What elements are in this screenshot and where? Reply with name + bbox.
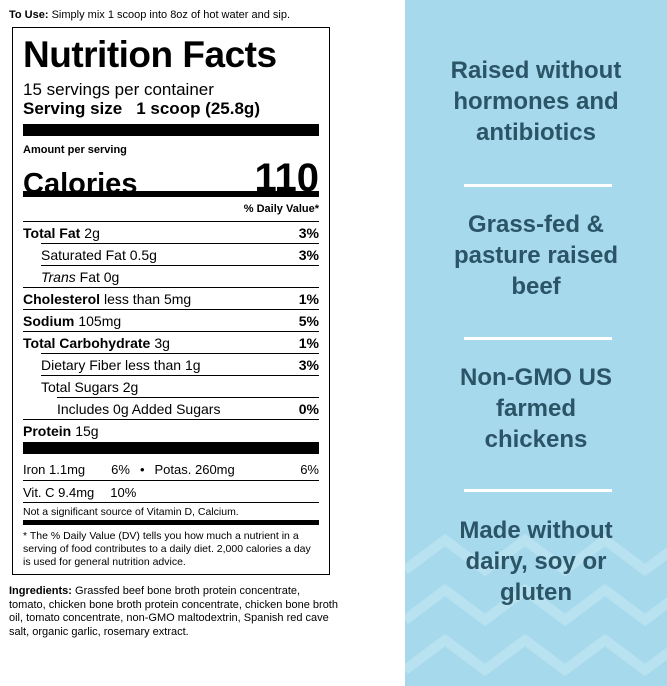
footnote: * The % Daily Value (DV) tells you how m…	[23, 530, 311, 568]
not-significant: Not a significant source of Vitamin D, C…	[23, 506, 239, 518]
claim-line: Made without	[459, 517, 613, 544]
separator	[464, 337, 612, 340]
claim: Made without dairy, soy or gluten	[405, 515, 667, 608]
usage-text: Simply mix 1 scoop into 8oz of hot water…	[51, 9, 291, 21]
vitc-dv: 10%	[110, 484, 137, 500]
claim: Raised without hormones and antibiotics	[405, 55, 667, 148]
nutrient: Cholesterol	[23, 291, 101, 307]
serving-size-value: 1 scoop (25.8g)	[136, 99, 260, 118]
row: Trans Fat 0g	[41, 265, 319, 288]
nutrient: Total Carbohydrate	[23, 335, 151, 351]
row: Not a significant source of Vitamin D, C…	[23, 502, 319, 521]
amount: 15g	[75, 423, 99, 439]
row: Protein 15g	[23, 419, 319, 442]
dv-header: % Daily Value*	[243, 203, 319, 215]
claim-line: hormones and	[453, 88, 619, 115]
dv: 3%	[298, 225, 319, 241]
claim-line: chickens	[484, 426, 588, 453]
iron: Iron 1.1mg	[23, 461, 86, 477]
claim-line: pasture raised	[453, 242, 619, 269]
dv: 0%	[298, 401, 319, 417]
row: Iron 1.1mg 6% • Potas. 260mg 6%	[23, 458, 319, 480]
dv: 1%	[298, 291, 319, 307]
thick-rule	[23, 124, 319, 136]
claim: Grass-fed & pasture raised beef	[405, 209, 667, 302]
amount: Fat 0g	[79, 269, 120, 285]
claim-line: Grass-fed &	[467, 211, 605, 238]
nutrient: Includes 0g Added Sugars	[57, 401, 221, 417]
amount: 105mg	[78, 313, 122, 329]
amount: less than 5mg	[104, 291, 192, 307]
nutrient: Saturated Fat 0.5g	[41, 247, 157, 263]
serving-size: Serving size 1 scoop (25.8g)	[23, 99, 319, 119]
amount: 2g	[84, 225, 100, 241]
medium-rule	[23, 191, 319, 197]
potassium: Potas. 260mg	[154, 461, 235, 477]
dv: 5%	[298, 313, 319, 329]
label-title: Nutrition Facts	[23, 34, 277, 75]
row: Saturated Fat 0.5g 3%	[41, 243, 319, 266]
servings: 15 servings per container	[23, 80, 214, 99]
claim-line: gluten	[500, 579, 572, 606]
amount: 3g	[154, 335, 170, 351]
claim-line: Raised without	[450, 57, 622, 84]
nutrient: Dietary Fiber less than 1g	[41, 357, 201, 373]
row: Cholesterol less than 5mg 1%	[23, 287, 319, 310]
row: Includes 0g Added Sugars 0%	[57, 397, 319, 420]
bullet: •	[139, 461, 145, 477]
row: Dietary Fiber less than 1g 3%	[41, 353, 319, 376]
nutrition-label: Nutrition Facts 15 servings per containe…	[12, 27, 330, 575]
row: Total Sugars 2g	[41, 375, 319, 398]
serving-size-label: Serving size	[23, 99, 123, 118]
dv: 1%	[298, 335, 319, 351]
separator	[464, 489, 612, 492]
claim: Non-GMO US farmed chickens	[405, 362, 667, 455]
row: Sodium 105mg 5%	[23, 309, 319, 332]
medium-rule	[23, 520, 319, 525]
thick-rule	[23, 442, 319, 454]
claims-panel: Raised without hormones and antibiotics Gra…	[405, 0, 667, 686]
nutrient: Total Fat	[23, 225, 81, 241]
nutrient: Trans	[41, 269, 76, 285]
nutrient: Protein	[23, 423, 72, 439]
nutrient: Total Sugars 2g	[41, 379, 139, 395]
amount-per-serving: Amount per serving	[23, 144, 127, 156]
claim-line: dairy, soy or	[465, 548, 607, 575]
claim-line: beef	[511, 273, 561, 300]
iron-dv: 6%	[111, 461, 130, 477]
ingredients-text: Grassfed beef bone broth protein concent…	[9, 585, 338, 638]
usage-label: To Use:	[9, 9, 49, 21]
potassium-dv: 6%	[300, 461, 319, 477]
row: Vit. C 9.4mg 10%	[23, 480, 319, 503]
chevron-pattern	[405, 533, 667, 677]
separator	[464, 184, 612, 187]
ingredients-label: Ingredients:	[9, 585, 72, 597]
claim-line: Non-GMO US	[460, 364, 612, 391]
ingredients: Ingredients: Grassfed beef bone broth pr…	[9, 585, 339, 639]
claim-line: farmed	[495, 395, 577, 422]
usage: To Use: Simply mix 1 scoop into 8oz of h…	[9, 9, 290, 21]
nutrient: Sodium	[23, 313, 75, 329]
dv: 3%	[298, 357, 319, 373]
row: Total Carbohydrate 3g 1%	[23, 331, 319, 354]
row: Total Fat 2g 3%	[23, 221, 319, 244]
vitc: Vit. C 9.4mg	[23, 484, 95, 500]
claim-line: antibiotics	[475, 119, 596, 146]
dv: 3%	[298, 247, 319, 263]
